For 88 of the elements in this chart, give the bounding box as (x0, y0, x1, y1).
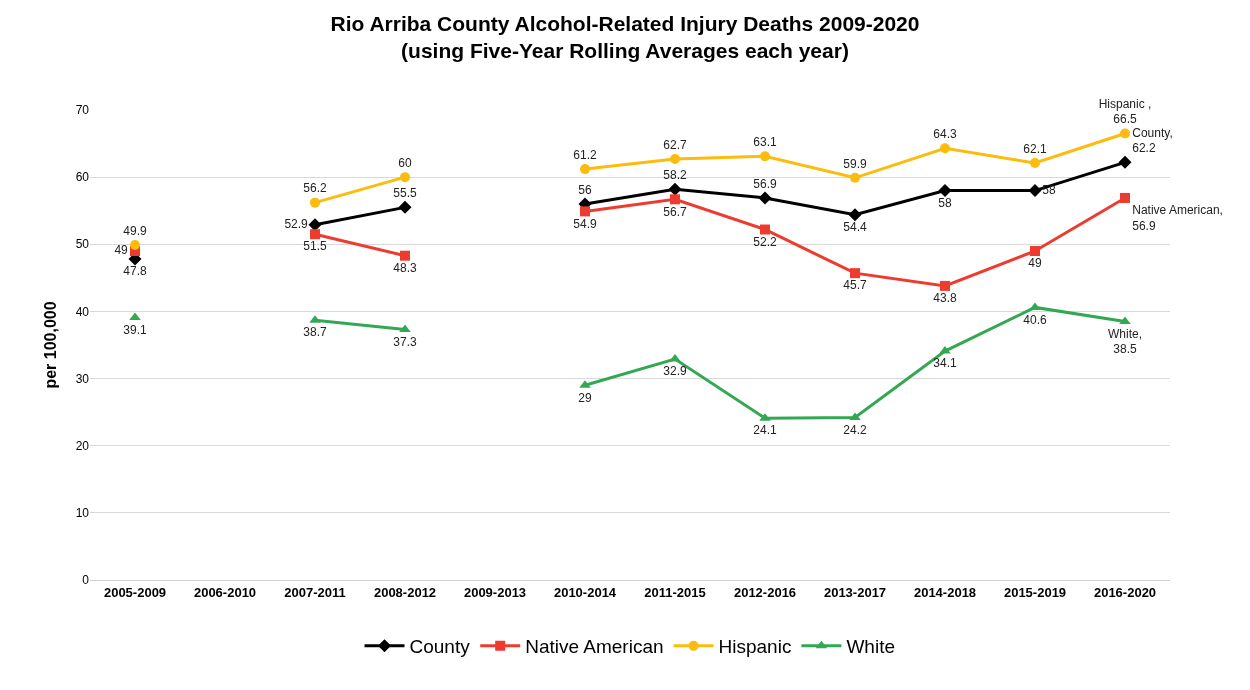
data-label: 56.9 (753, 176, 777, 191)
data-label: 49 (1028, 256, 1042, 271)
y-tick-label: 50 (75, 237, 90, 252)
point (1030, 246, 1040, 256)
data-label: 63.1 (753, 135, 777, 150)
x-tick-label: 2016-2020 (1093, 584, 1157, 600)
data-label: 55.5 (393, 186, 417, 201)
data-label: 54.4 (843, 219, 867, 234)
data-label: 47.8 (123, 264, 147, 279)
data-label: 59.9 (843, 156, 867, 171)
x-tick-label: 2013-2017 (823, 584, 887, 600)
y-tick-label: 20 (75, 438, 90, 453)
point (580, 164, 590, 175)
data-label: 34.1 (933, 356, 957, 371)
x-tick-label: 2010-2014 (553, 584, 617, 600)
data-label: 45.7 (843, 278, 867, 293)
data-label: 52.2 (753, 234, 777, 249)
data-label: 32.9 (663, 364, 687, 379)
point (938, 184, 952, 198)
data-label: 56.7 (663, 204, 687, 219)
point (1030, 158, 1040, 169)
legend-label: Native American (525, 636, 664, 658)
point (670, 154, 680, 165)
x-tick-label: 2005-2009 (103, 584, 167, 600)
x-tick-label: 2008-2012 (373, 584, 437, 600)
point (848, 208, 862, 222)
y-tick-label: 40 (75, 304, 90, 319)
data-label: 61.2 (573, 147, 597, 162)
data-label: 49.9 (123, 223, 147, 238)
point (670, 194, 680, 205)
data-label: 62.1 (1023, 141, 1047, 156)
x-tick-label: 2014-2018 (913, 584, 977, 600)
data-label: 51.5 (303, 239, 327, 254)
x-tick-label: 2015-2019 (1003, 584, 1067, 600)
point (760, 151, 770, 162)
x-tick-label: 2012-2016 (733, 584, 797, 600)
data-label: 37.3 (393, 334, 417, 349)
data-label: 52.9 (284, 216, 309, 231)
point (760, 224, 770, 235)
data-label: Native American, 56.9 (1132, 203, 1223, 233)
data-label: 29 (578, 390, 592, 405)
point (940, 280, 950, 291)
point (1028, 184, 1042, 198)
legend-label: Hispanic (718, 636, 792, 658)
data-label: 60 (398, 155, 412, 170)
y-tick-label: 70 (75, 103, 90, 118)
data-label: 48.3 (393, 260, 417, 275)
data-label: 49 (114, 243, 129, 257)
x-tick-label: 2006-2010 (193, 584, 257, 600)
data-label: 64.3 (933, 127, 957, 142)
y-tick-label: 10 (75, 506, 90, 521)
point (1120, 128, 1130, 139)
x-tick-label: 2009-2013 (463, 584, 527, 600)
point (130, 239, 140, 250)
x-tick-label: 2011-2015 (644, 584, 706, 600)
data-label: 39.1 (123, 322, 147, 337)
point (850, 172, 860, 183)
y-tick-label: 0 (82, 573, 90, 588)
x-tick-label: 2007-2011 (284, 584, 346, 600)
y-axis-title: per 100,000 (41, 301, 59, 389)
point (940, 143, 950, 154)
data-label: 58 (1042, 182, 1056, 197)
data-label: 54.9 (573, 216, 597, 231)
data-label: Hispanic , 66.5 (1098, 96, 1152, 127)
data-label: County, 62.2 (1132, 125, 1173, 156)
y-tick-label: 30 (75, 371, 90, 386)
data-label: 43.8 (933, 291, 957, 306)
point (1120, 192, 1130, 203)
legend-label: White (846, 636, 895, 658)
data-label: 24.1 (753, 423, 777, 438)
data-label: 38.7 (303, 325, 327, 340)
data-label: 40.6 (1023, 312, 1047, 327)
point (580, 206, 590, 217)
data-label: 56.2 (303, 181, 327, 196)
point (1118, 155, 1132, 169)
data-label: 58 (938, 195, 952, 210)
point (850, 268, 860, 279)
point (758, 191, 772, 205)
data-label: 58.2 (663, 167, 687, 182)
point (668, 182, 682, 196)
chart-title: Rio Arriba County Alcohol-Related Injury Deaths 2009-2020 (using Five-Year Rolling Averages each year) (330, 12, 920, 63)
data-label: White, 38.5 (1107, 326, 1143, 357)
data-label: 56 (578, 182, 592, 197)
legend-label: County (409, 636, 471, 658)
data-label: 24.2 (843, 422, 867, 437)
y-tick-label: 60 (75, 170, 90, 185)
point (849, 412, 861, 421)
data-label: 62.7 (663, 137, 687, 152)
